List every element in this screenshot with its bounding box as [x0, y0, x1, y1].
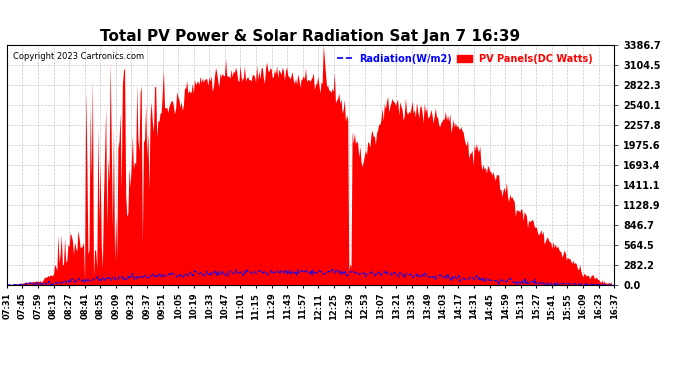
Text: Copyright 2023 Cartronics.com: Copyright 2023 Cartronics.com — [13, 52, 144, 61]
Title: Total PV Power & Solar Radiation Sat Jan 7 16:39: Total PV Power & Solar Radiation Sat Jan… — [101, 29, 520, 44]
Legend: Radiation(W/m2), PV Panels(DC Watts): Radiation(W/m2), PV Panels(DC Watts) — [333, 50, 597, 68]
